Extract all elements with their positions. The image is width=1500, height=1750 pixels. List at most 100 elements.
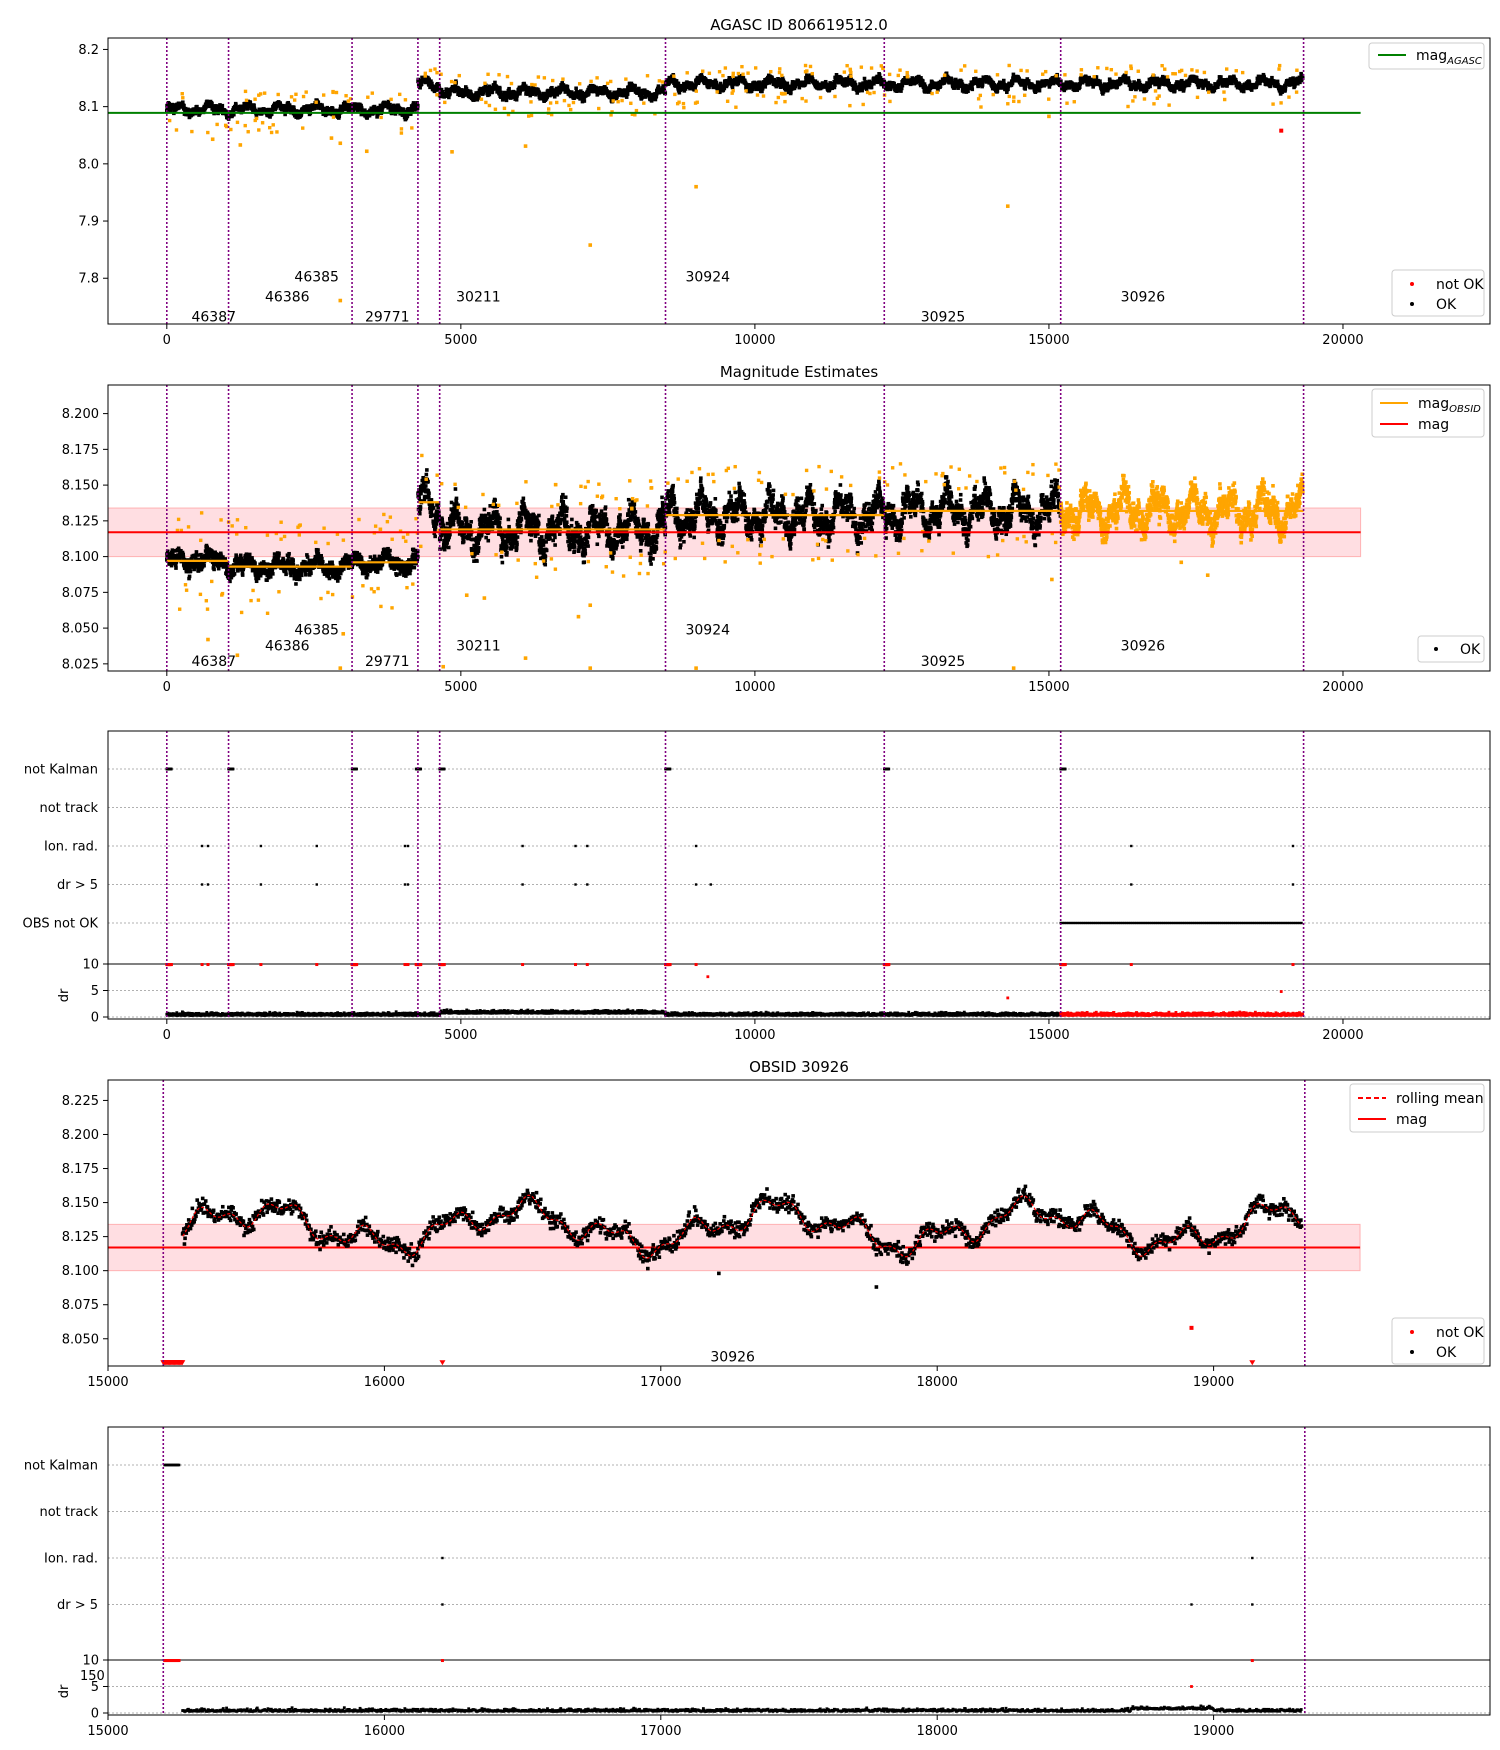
ok-point <box>232 112 236 117</box>
ok-point <box>524 92 528 96</box>
ok-point <box>306 106 311 110</box>
ok-point <box>437 83 441 88</box>
ok-point <box>398 107 403 112</box>
orange-point <box>803 63 808 68</box>
ok-point <box>349 102 354 107</box>
ok-point <box>530 92 535 96</box>
orange-point <box>717 70 722 74</box>
ok-point <box>1177 84 1182 89</box>
ok-point <box>695 76 700 80</box>
ok-point <box>699 73 704 77</box>
ok-point <box>337 114 342 119</box>
ok-point <box>374 106 378 110</box>
orange-point <box>180 92 184 96</box>
ok-point <box>498 86 502 91</box>
ok-point <box>858 82 862 86</box>
ok-point <box>624 95 629 99</box>
ok-point <box>1099 83 1103 88</box>
ok-point <box>1225 81 1230 86</box>
orange-point <box>1224 67 1229 71</box>
ok-point <box>970 85 974 89</box>
ok-point <box>1123 73 1128 78</box>
orange-point <box>399 131 404 135</box>
ok-point <box>1101 90 1106 94</box>
ok-point <box>472 97 477 102</box>
ok-point <box>490 90 495 94</box>
ok-point <box>781 78 786 83</box>
orange-point <box>605 81 610 86</box>
orange-point <box>1295 68 1299 72</box>
ok-point <box>1094 75 1099 79</box>
ok-point <box>970 87 975 92</box>
ok-point <box>367 113 372 118</box>
ok-point <box>498 90 503 95</box>
orange-point <box>783 99 787 104</box>
ok-point <box>1034 89 1038 93</box>
ok-point <box>981 79 985 83</box>
ok-point <box>1299 78 1304 83</box>
ok-point <box>437 86 442 91</box>
ok-point <box>419 82 424 86</box>
ok-point <box>1225 84 1229 88</box>
orange-point <box>660 80 665 84</box>
ok-point <box>956 86 960 90</box>
ok-point <box>1047 85 1052 89</box>
ok-point <box>248 101 253 105</box>
ok-point <box>561 83 566 87</box>
orange-point <box>930 91 934 96</box>
ok-point <box>1219 75 1223 79</box>
ok-point <box>1059 79 1063 83</box>
ok-point <box>944 71 949 76</box>
orange-point <box>881 66 885 70</box>
ok-point <box>793 84 798 89</box>
ok-point <box>1092 82 1096 87</box>
ok-point <box>782 80 787 85</box>
orange-point <box>898 68 902 72</box>
ok-point <box>750 87 755 92</box>
ok-point <box>1126 76 1131 80</box>
ok-point <box>1057 77 1061 81</box>
ok-point <box>525 89 529 94</box>
ok-point <box>995 89 1000 93</box>
orange-point <box>529 113 534 118</box>
ok-point <box>1073 88 1077 92</box>
orange-point <box>267 125 272 130</box>
ok-point <box>407 107 411 111</box>
ok-point <box>308 108 312 113</box>
ok-point <box>834 73 839 77</box>
orange-point <box>1142 97 1147 101</box>
ok-points <box>165 71 1305 122</box>
ok-point <box>215 104 219 109</box>
ok-point <box>1247 80 1252 84</box>
ok-point <box>444 87 449 91</box>
ok-point <box>852 80 857 85</box>
ok-point <box>1172 88 1177 93</box>
orange-point <box>845 63 849 68</box>
plot-title: AGASC ID 806619512.0 <box>710 16 888 34</box>
ok-point <box>1248 83 1253 87</box>
ok-point <box>900 83 905 88</box>
ok-point <box>1101 92 1105 96</box>
orange-point <box>755 93 760 97</box>
ok-point <box>610 95 615 99</box>
ok-point <box>694 82 698 87</box>
ok-point <box>845 77 849 81</box>
ok-point <box>218 109 223 113</box>
orange-point <box>1007 94 1011 99</box>
ok-point <box>376 112 380 117</box>
orange-point <box>1079 68 1084 72</box>
ok-point <box>515 94 519 98</box>
orange-point <box>423 71 428 76</box>
orange-point <box>301 126 305 130</box>
panel-agasc-magnitude: AGASC ID 806619512.046387463864638529771… <box>78 16 1491 348</box>
ok-point <box>278 101 282 105</box>
orange-point <box>174 128 179 132</box>
ok-point <box>676 81 681 86</box>
orange-point <box>262 91 267 95</box>
ok-point <box>677 90 682 95</box>
ok-point <box>1212 88 1217 93</box>
orange-point <box>1022 93 1027 97</box>
orange-point <box>905 70 909 75</box>
ok-point <box>183 106 188 111</box>
ok-point <box>714 83 719 87</box>
